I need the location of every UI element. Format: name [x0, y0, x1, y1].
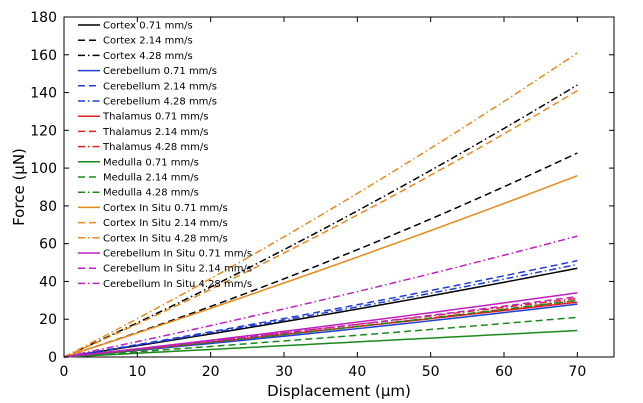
series-line-2 [63, 84, 578, 358]
series-line-10 [63, 316, 578, 358]
series-line-7 [63, 299, 578, 358]
series-line-15 [63, 292, 578, 358]
legend-label-0: Cortex 0.71 mm/s [103, 21, 193, 32]
legend-label-17: Cerebellum In Situ 4.28 mm/s [103, 279, 252, 290]
legend-label-2: Cortex 4.28 mm/s [103, 51, 193, 62]
x-tick-label: 60 [495, 364, 513, 380]
series-layer [63, 52, 578, 358]
series-line-4 [63, 259, 578, 358]
x-tick-label: 40 [348, 364, 366, 380]
plot-area [63, 16, 615, 358]
legend-label-8: Thalamus 4.28 mm/s [102, 142, 208, 153]
series-line-16 [63, 295, 578, 358]
legend-label-11: Medulla 4.28 mm/s [103, 188, 199, 199]
legend-label-7: Thalamus 2.14 mm/s [102, 127, 208, 138]
legend-label-16: Cerebellum In Situ 2.14 mm/s [103, 264, 252, 275]
series-line-0 [63, 267, 578, 358]
x-tick-label: 30 [275, 364, 293, 380]
y-tick-label: 80 [39, 199, 57, 215]
x-tick-label: 20 [202, 364, 220, 380]
y-tick-label: 160 [30, 48, 57, 64]
y-tick-label: 60 [39, 237, 57, 253]
legend-label-13: Cortex In Situ 2.14 mm/s [103, 218, 228, 229]
series-line-9 [63, 329, 578, 358]
legend: Cortex 0.71 mm/s Cortex 2.14 mm/s Cortex 4… [78, 21, 252, 290]
series-line-12 [63, 174, 578, 358]
x-tick-label: 10 [128, 364, 146, 380]
legend-label-9: Medulla 0.71 mm/s [103, 157, 199, 168]
x-tick-label: 70 [568, 364, 586, 380]
series-line-17 [63, 235, 578, 358]
y-tick-label: 20 [39, 312, 57, 328]
x-tick-label: 50 [422, 364, 440, 380]
legend-label-15: Cerebellum In Situ 0.71 mm/s [103, 249, 252, 260]
legend-label-4: Cerebellum 2.14 mm/s [103, 81, 217, 92]
x-axis-label: Displacement (μm) [267, 382, 411, 400]
plot-frame [63, 16, 615, 358]
legend-label-3: Cerebellum 0.71 mm/s [103, 66, 217, 77]
y-axis-label: Force (μN) [10, 148, 28, 226]
y-tick-label: 40 [39, 274, 57, 290]
legend-label-14: Cortex In Situ 4.28 mm/s [103, 233, 228, 244]
legend-label-12: Cortex In Situ 0.71 mm/s [103, 203, 228, 214]
y-tick-label: 0 [48, 350, 57, 366]
legend-label-5: Cerebellum 4.28 mm/s [103, 97, 217, 108]
y-tick-label: 180 [30, 10, 57, 26]
y-tick-label: 120 [30, 123, 57, 139]
x-tick-label: 0 [60, 364, 69, 380]
series-line-3 [63, 303, 578, 358]
legend-label-6: Thalamus 0.71 mm/s [102, 112, 208, 123]
series-line-13 [63, 90, 578, 358]
legend-label-10: Medulla 2.14 mm/s [103, 173, 199, 184]
legend-label-1: Cortex 2.14 mm/s [103, 36, 193, 47]
series-line-14 [63, 52, 578, 358]
axes: 0 10 20 30 40 50 60 70 0 20 40 60 80 100 120 140 160 180 [30, 10, 614, 380]
y-tick-label: 100 [30, 161, 57, 177]
y-tick-label: 140 [30, 86, 57, 102]
